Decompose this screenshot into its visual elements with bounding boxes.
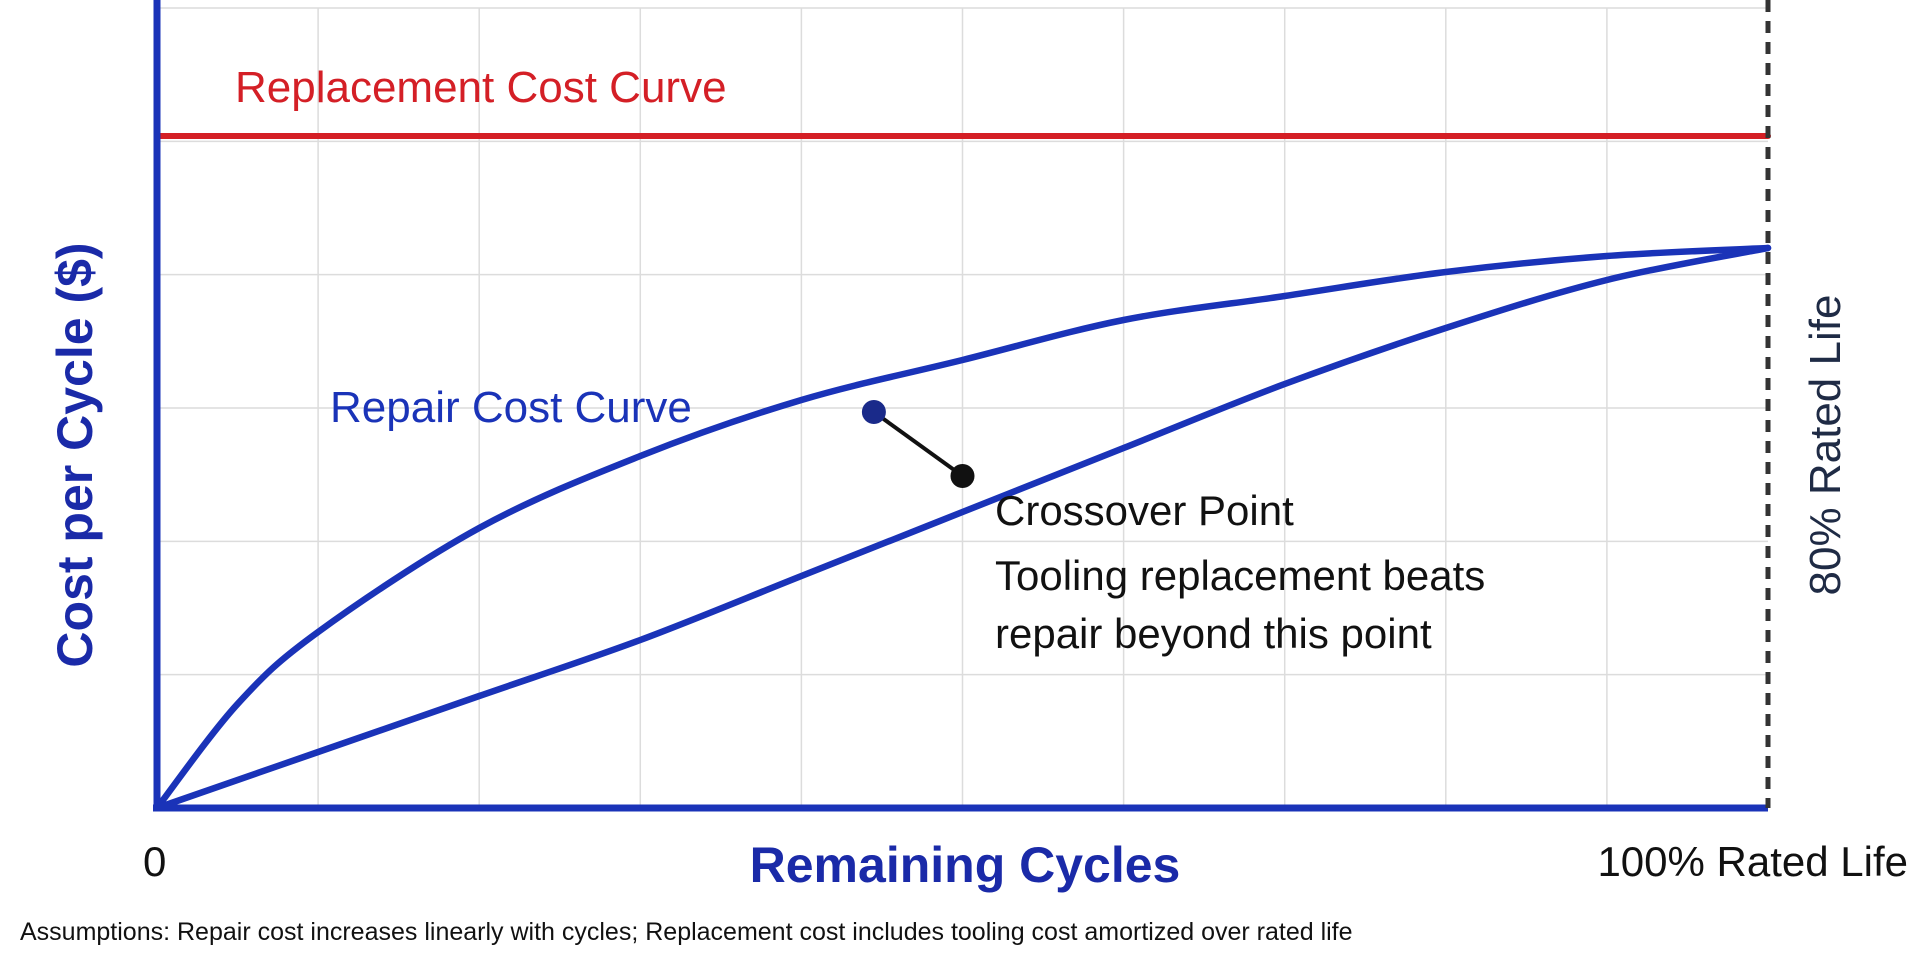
x-tick-label-end: 100% Rated Life	[1597, 838, 1908, 885]
replacement-series-label: Replacement Cost Curve	[235, 63, 727, 112]
crossover-label-line-3: repair beyond this point	[995, 610, 1432, 657]
crossover-upper-point	[861, 400, 886, 424]
x-tick-label-start: 0	[143, 838, 166, 885]
crossover-label-line-2: Tooling replacement beats	[995, 552, 1485, 599]
series-layer	[153, 133, 1772, 812]
repair-series-label: Repair Cost Curve	[330, 383, 692, 432]
series-line-repair-lower	[153, 244, 1772, 812]
grid	[157, 7, 1768, 808]
y-axis-title: Cost per Cycle ($)	[47, 242, 103, 667]
assumptions-footnote: Assumptions: Repair cost increases linea…	[20, 918, 1353, 946]
crossover-lower-point	[950, 464, 975, 488]
rated-life-marker-label: 80% Rated Life	[1801, 295, 1850, 596]
crossover-label-line-1: Crossover Point	[995, 487, 1294, 534]
x-axis-title: Remaining Cycles	[750, 837, 1181, 893]
series-line-repair-upper	[153, 244, 1772, 812]
crossover-connector	[872, 410, 964, 478]
